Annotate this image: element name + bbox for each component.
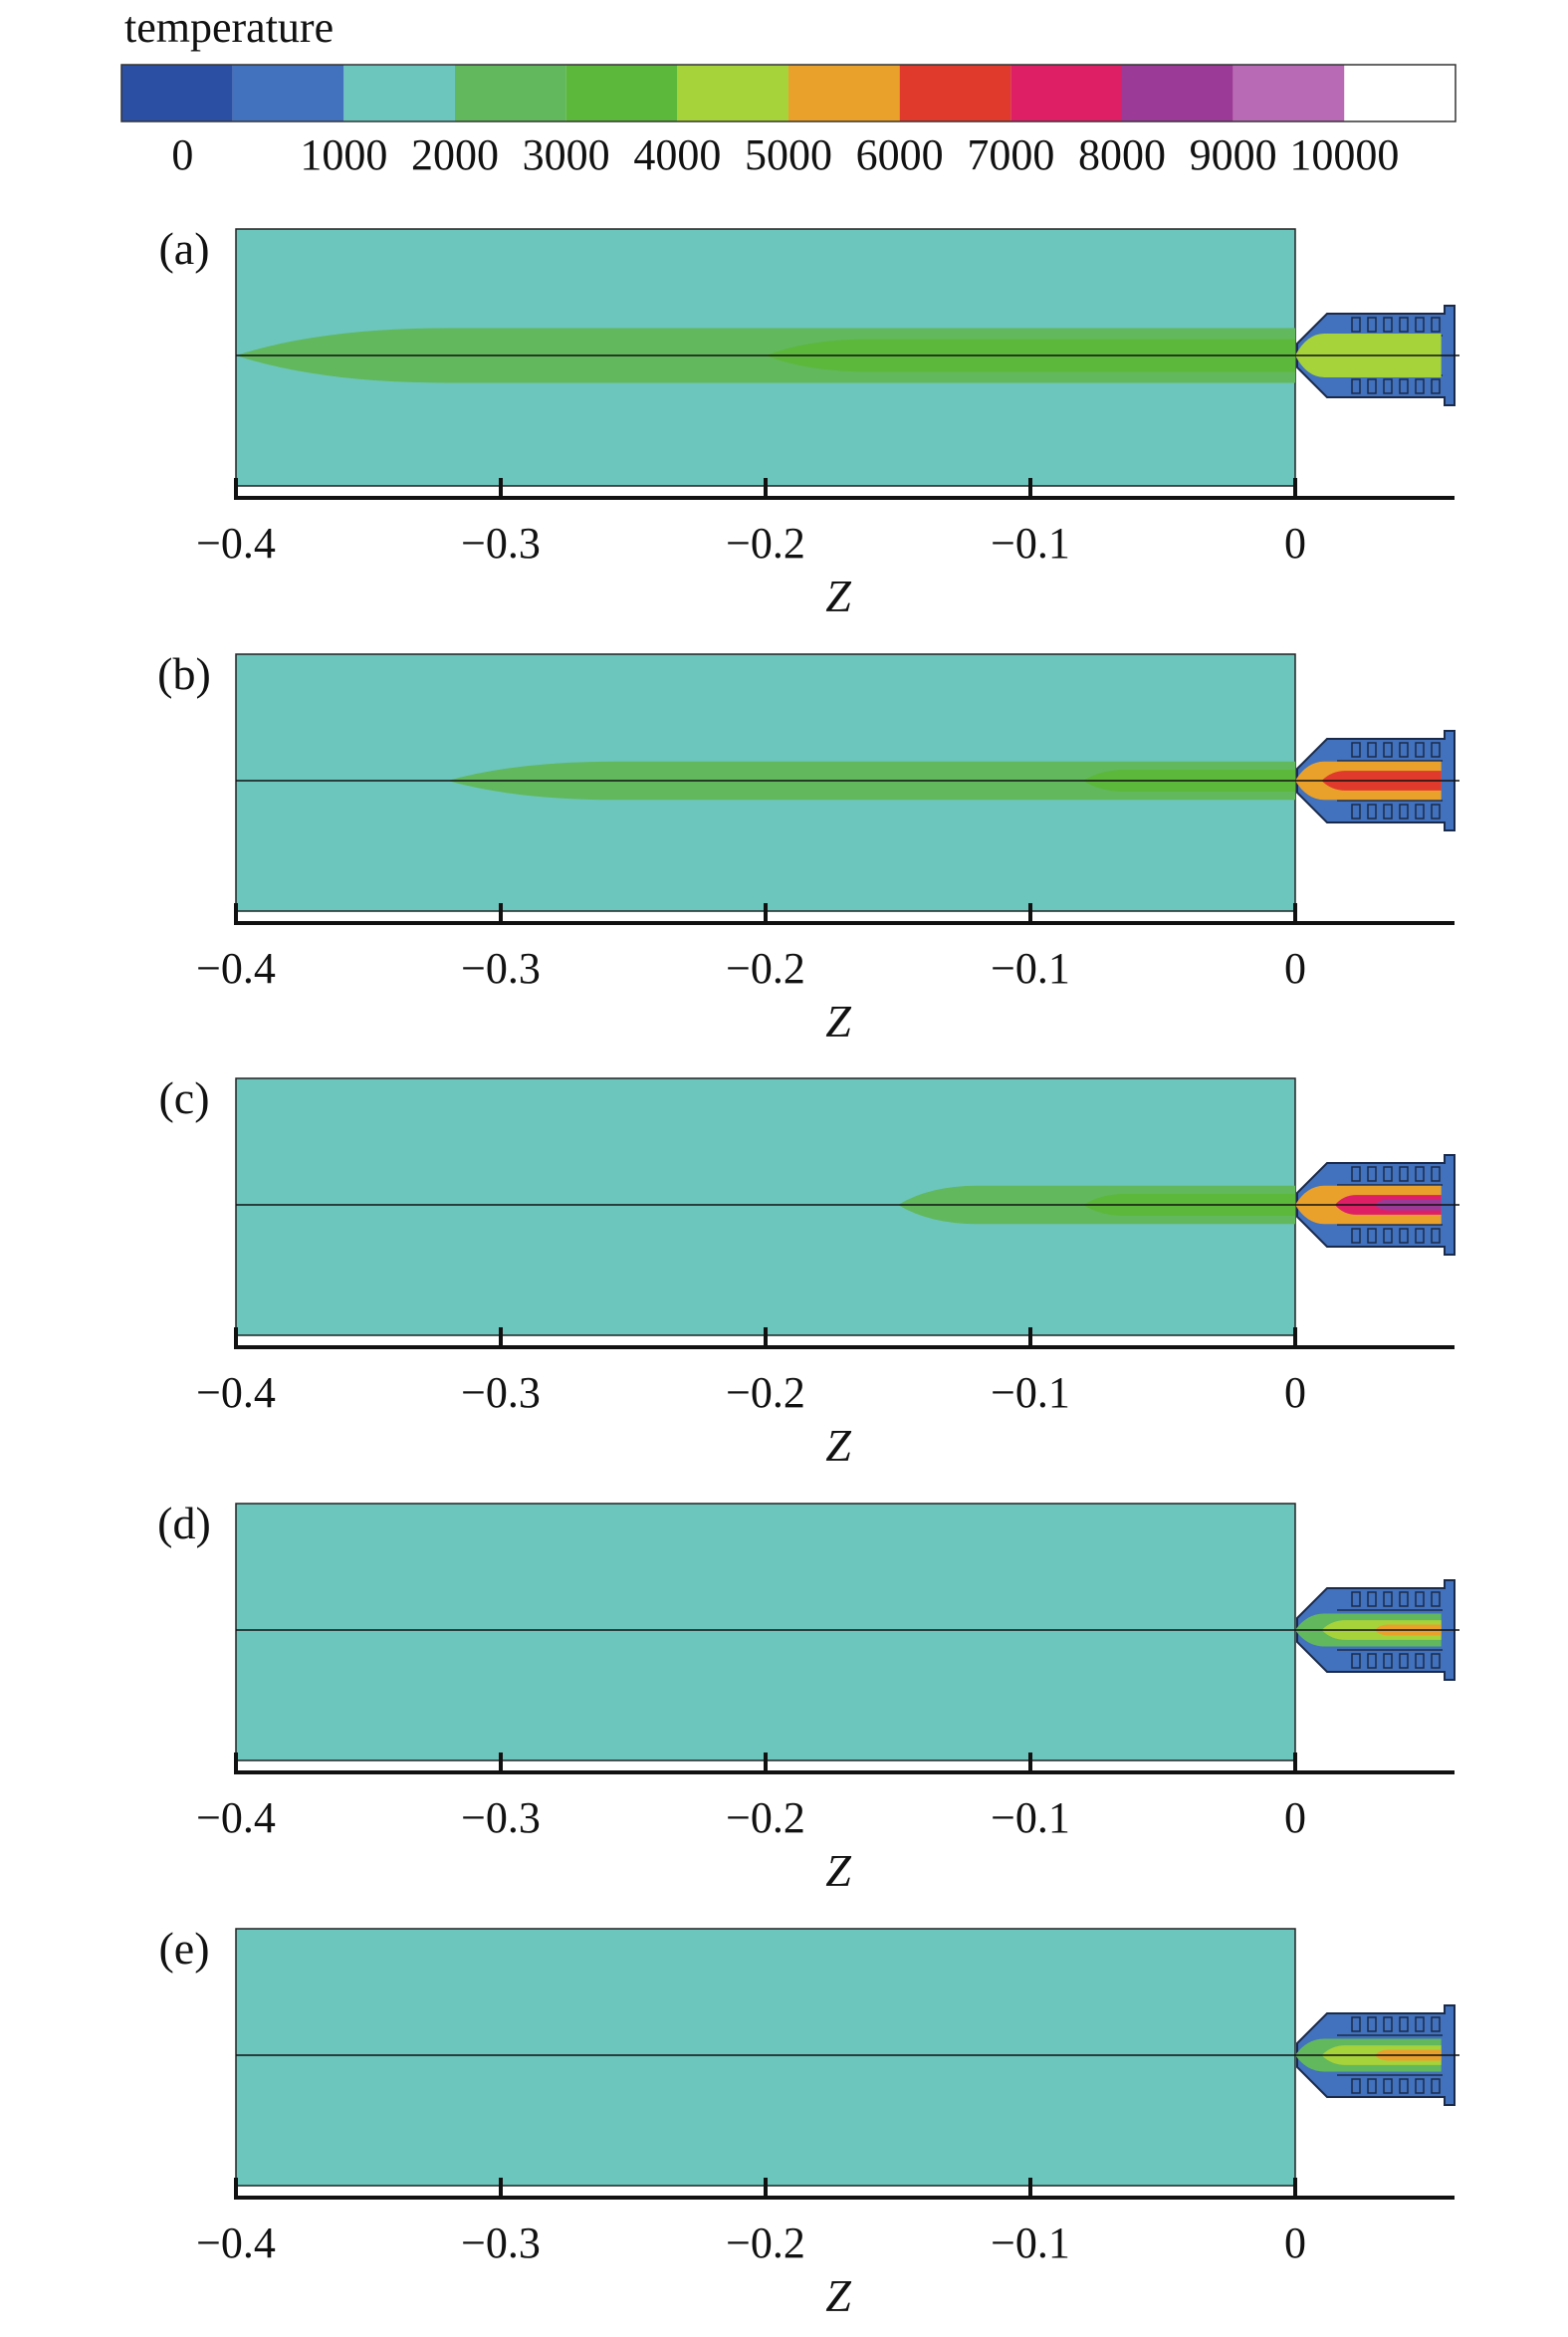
x-axis: −0.4 −0.3 −0.2 −0.1 0: [196, 903, 1455, 993]
colorbar-swatch: [121, 65, 233, 121]
panel-label: (b): [157, 648, 211, 699]
x-tick-label: 0: [1284, 944, 1306, 993]
colorbar-swatch: [1122, 65, 1233, 121]
colorbar-tick-label: 2000: [411, 130, 499, 179]
x-tick-label: −0.2: [726, 1368, 805, 1417]
x-tick-label: −0.2: [726, 1793, 805, 1842]
panel-label: (a): [158, 223, 209, 274]
x-axis-label: Z: [825, 1845, 851, 1896]
x-tick-label: −0.3: [461, 1368, 541, 1417]
panel-a: (a) −0.4 −0.3 −0.2 −0.1 0 Z: [158, 223, 1459, 621]
x-tick-label: −0.1: [991, 2219, 1070, 2267]
colorbar-tick-label: 8000: [1078, 130, 1166, 179]
x-tick-label: −0.3: [461, 2219, 541, 2267]
domain-background: [235, 1928, 1296, 2187]
x-tick-label: −0.4: [196, 1368, 276, 1417]
x-axis: −0.4 −0.3 −0.2 −0.1 0: [196, 478, 1455, 568]
colorbar-swatch: [1344, 65, 1456, 121]
panel-label: (e): [158, 1923, 209, 1974]
x-axis-label: Z: [825, 2270, 851, 2321]
colorbar-tick-label: 5000: [745, 130, 832, 179]
x-axis: −0.4 −0.3 −0.2 −0.1 0: [196, 1327, 1455, 1417]
x-tick-label: −0.3: [461, 1793, 541, 1842]
colorbar-tick-label: 4000: [633, 130, 721, 179]
colorbar-tick-label: 3000: [523, 130, 610, 179]
colorbar-swatch: [232, 65, 344, 121]
x-tick-label: 0: [1284, 1368, 1306, 1417]
x-axis-label: Z: [825, 571, 851, 621]
x-tick-label: −0.4: [196, 2219, 276, 2267]
x-tick-label: −0.1: [991, 519, 1070, 568]
x-axis-label: Z: [825, 1420, 851, 1471]
colorbar-swatch: [343, 65, 455, 121]
colorbar-swatch: [1232, 65, 1345, 121]
colorbar-tick-label: 1000: [300, 130, 387, 179]
x-axis: −0.4 −0.3 −0.2 −0.1 0: [196, 1753, 1455, 1842]
colorbar-swatch: [565, 65, 678, 121]
colorbar-title: temperature: [124, 3, 334, 52]
x-tick-label: −0.4: [196, 1793, 276, 1842]
x-tick-label: −0.2: [726, 944, 805, 993]
colorbar-swatch: [788, 65, 900, 121]
colorbar-tick-label: 6000: [856, 130, 944, 179]
panel-d: (d) −0.4 −0.3 −0.2 −0.1 0 Z: [157, 1498, 1459, 1896]
x-tick-label: −0.1: [991, 944, 1070, 993]
x-axis-label: Z: [825, 996, 851, 1047]
colorbar-tick-labels: 0 1000 2000 3000 4000 5000 6000 7000 8000 9000 100…: [171, 130, 1399, 179]
colorbar-swatch: [455, 65, 566, 121]
panel-label: (c): [158, 1072, 209, 1123]
x-tick-label: −0.4: [196, 519, 276, 568]
x-tick-label: 0: [1284, 519, 1306, 568]
panel-label: (d): [157, 1498, 211, 1548]
colorbar-tick-label: 9000: [1190, 130, 1277, 179]
x-tick-label: −0.2: [726, 519, 805, 568]
domain-background: [235, 1503, 1296, 1761]
x-tick-label: −0.3: [461, 519, 541, 568]
colorbar-swatch: [899, 65, 1011, 121]
x-tick-label: −0.1: [991, 1793, 1070, 1842]
x-tick-label: −0.4: [196, 944, 276, 993]
x-tick-label: −0.3: [461, 944, 541, 993]
x-tick-label: 0: [1284, 2219, 1306, 2267]
colorbar-tick-label: 7000: [967, 130, 1054, 179]
panel-e: (e) −0.4 −0.3 −0.2 −0.1 0 Z: [158, 1923, 1459, 2321]
temperature-colorbar: temperature 0 1000 2000 3000 4000 5000 6000 700…: [120, 3, 1456, 179]
panel-b: (b) −0.4 −0.3 −0.2 −0.1 0 Z: [157, 648, 1459, 1047]
x-axis: −0.4 −0.3 −0.2 −0.1 0: [196, 2178, 1455, 2267]
jet-contours: [1295, 1613, 1442, 1647]
colorbar-tick-label: 0: [171, 130, 193, 179]
x-tick-label: −0.2: [726, 2219, 805, 2267]
x-tick-label: 0: [1284, 1793, 1306, 1842]
colorbar-swatch: [677, 65, 788, 121]
panel-c: (c) −0.4 −0.3 −0.2 −0.1 0 Z: [158, 1072, 1459, 1471]
colorbar-swatches: [120, 64, 1456, 122]
colorbar-swatch: [1010, 65, 1122, 121]
x-tick-label: −0.1: [991, 1368, 1070, 1417]
colorbar-tick-label: 10000: [1289, 130, 1399, 179]
